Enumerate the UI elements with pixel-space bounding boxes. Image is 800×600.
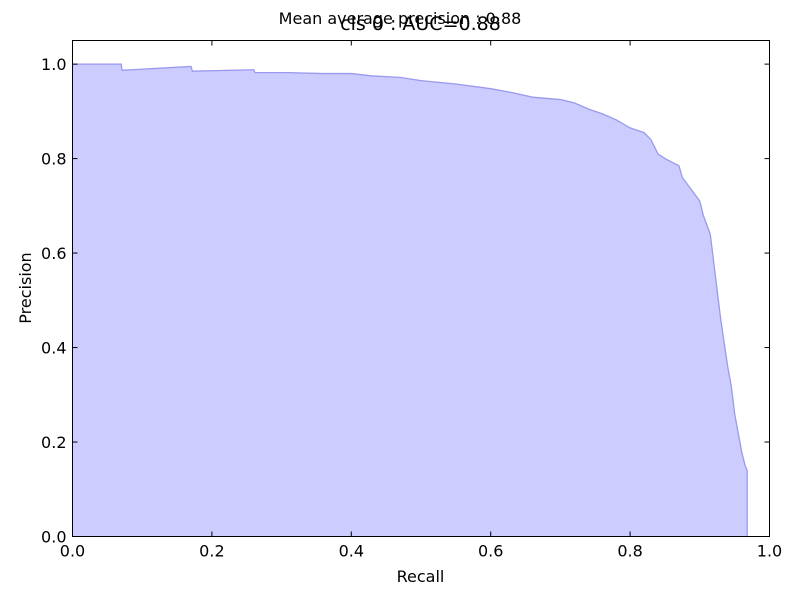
- figure-suptitle: Mean average precision : 0.88: [278, 9, 522, 28]
- chart-title: cls 0 : AUC=0.88: [340, 13, 501, 35]
- x-tick-label: 0.4: [339, 542, 364, 561]
- y-axis-ticks: 0.0 0.2 0.4 0.6 0.8 1.0: [41, 55, 770, 547]
- y-tick-label: 0.8: [41, 150, 66, 169]
- x-axis-label: Recall: [397, 567, 445, 586]
- x-tick-label: 0.2: [199, 542, 224, 561]
- x-tick-label: 1.0: [757, 542, 782, 561]
- y-tick-label: 0.4: [41, 339, 66, 358]
- x-axis-ticks: 0.0 0.2 0.4 0.6 0.8 1.0: [60, 40, 782, 561]
- x-tick-label: 0.0: [60, 542, 85, 561]
- x-tick-label: 0.8: [617, 542, 642, 561]
- pr-curve-line: [72, 63, 748, 537]
- x-tick-label: 0.6: [478, 542, 503, 561]
- y-tick-label: 0.2: [41, 433, 66, 452]
- axes-frame: [72, 40, 770, 537]
- y-tick-label: 1.0: [41, 55, 66, 74]
- plot-area: [72, 63, 748, 537]
- y-axis-label: Precision: [16, 252, 35, 323]
- y-tick-label: 0.0: [41, 528, 66, 547]
- y-tick-label: 0.6: [41, 244, 66, 263]
- pr-area-fill: [72, 64, 748, 537]
